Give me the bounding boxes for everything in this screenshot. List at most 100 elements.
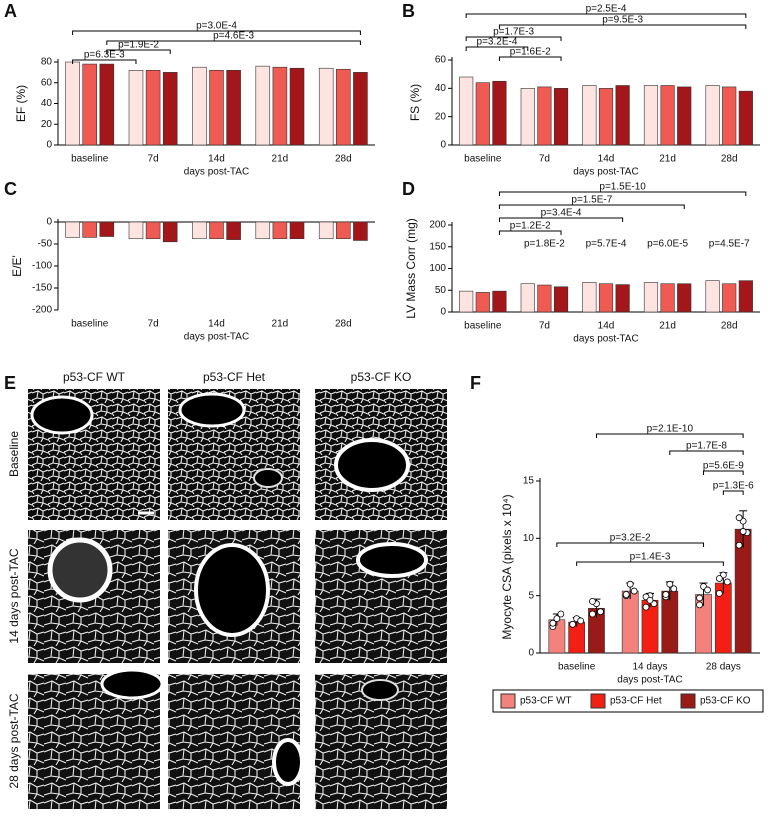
y-tick-label: 40 xyxy=(435,83,447,94)
data-point xyxy=(589,598,596,605)
data-point xyxy=(597,608,604,616)
bar xyxy=(82,63,97,146)
bar xyxy=(621,590,639,654)
x-tick-label: 7d xyxy=(148,154,159,165)
legend-swatch xyxy=(590,693,606,709)
data-point xyxy=(553,615,561,622)
y-tick-label: 20 xyxy=(41,119,53,130)
row-label: 14 days post-TAC xyxy=(7,548,21,643)
bar xyxy=(677,86,692,146)
data-point xyxy=(715,575,723,582)
bracket xyxy=(498,191,747,196)
bar xyxy=(336,68,351,146)
x-tick-label: 28d xyxy=(335,319,352,330)
p-value: p=1.7E-3 xyxy=(493,27,534,38)
bracket xyxy=(595,433,744,438)
bar xyxy=(537,284,552,313)
x-tick-label: 14d xyxy=(208,319,225,330)
y-tick-label: 60 xyxy=(435,55,447,66)
vessel xyxy=(194,543,270,637)
x-tick-label: baseline xyxy=(71,319,109,330)
x-tick-label: 21d xyxy=(659,154,676,165)
bar xyxy=(336,221,351,240)
x-tick-label: 28 days xyxy=(706,662,741,673)
x-tick-label: 28d xyxy=(335,154,352,165)
bar xyxy=(553,88,569,146)
panel-letter: A xyxy=(4,1,17,21)
data-point xyxy=(723,578,731,586)
x-tick-label: 7d xyxy=(539,321,550,332)
p-value: p=6.3E-3 xyxy=(84,50,125,61)
legend-swatch xyxy=(680,693,696,709)
bracket xyxy=(498,230,562,235)
bracket xyxy=(498,217,624,222)
bar xyxy=(318,221,334,240)
p-value: p=9.5E-3 xyxy=(602,15,643,26)
x-tick-label: 28d xyxy=(721,321,738,332)
data-point xyxy=(735,541,743,549)
bar xyxy=(272,221,288,240)
p-value: p=1.9E-2 xyxy=(118,40,159,51)
bar xyxy=(615,284,630,313)
bar xyxy=(705,85,720,146)
data-point xyxy=(626,580,634,588)
p-value: p=1.7E-8 xyxy=(686,441,727,452)
p-value: p=1.5E-7 xyxy=(571,195,612,206)
bar xyxy=(492,290,507,313)
bar xyxy=(598,283,614,313)
p-value: p=1.2E-2 xyxy=(510,221,551,232)
bar xyxy=(226,70,241,146)
bar xyxy=(722,283,737,313)
bar xyxy=(162,221,178,243)
p-value: p=1.3E-6 xyxy=(713,481,754,492)
y-tick-label: 60 xyxy=(41,77,53,88)
bar xyxy=(520,283,535,313)
data-point xyxy=(704,586,711,594)
bar xyxy=(255,221,271,240)
bar xyxy=(553,286,569,313)
p-value: p=3.2E-2 xyxy=(610,533,651,544)
bar xyxy=(353,72,368,146)
data-point xyxy=(577,617,585,625)
y-tick-label: 80 xyxy=(41,57,53,68)
x-axis-label: days post-TAC xyxy=(573,167,638,178)
legend-swatch xyxy=(500,693,516,709)
x-axis-label: days post-TAC xyxy=(617,675,682,686)
bar xyxy=(677,283,692,313)
p-value: p=3.4E-4 xyxy=(541,208,582,219)
bar xyxy=(537,86,552,146)
y-tick-label: 200 xyxy=(429,220,446,231)
p-value: p=1.8E-2 xyxy=(524,239,565,250)
bar xyxy=(643,282,659,313)
bar xyxy=(492,80,507,146)
data-point xyxy=(642,603,650,611)
vessel xyxy=(334,438,410,492)
bar xyxy=(615,85,630,146)
bar xyxy=(722,86,737,146)
data-point xyxy=(630,587,638,595)
y-tick-label: 100 xyxy=(429,263,446,274)
x-tick-label: baseline xyxy=(558,662,596,673)
p-value: p=3.0E-4 xyxy=(196,21,237,32)
bar xyxy=(643,85,659,146)
y-axis-label: FS (%) xyxy=(408,84,422,121)
bar xyxy=(459,76,474,146)
x-tick-label: 7d xyxy=(148,319,159,330)
x-tick-label: 14 days xyxy=(632,662,667,673)
bar xyxy=(582,282,597,313)
y-tick-label: -200 xyxy=(32,305,52,316)
data-point xyxy=(715,589,723,597)
y-tick-label: 0 xyxy=(440,307,446,318)
bracket xyxy=(465,36,562,41)
y-axis-label: EF (%) xyxy=(14,85,28,122)
data-point xyxy=(666,580,674,588)
p-value: p=1.6E-2 xyxy=(510,47,551,58)
bracket xyxy=(498,204,685,209)
vessel xyxy=(361,679,399,701)
p-value: p=5.6E-9 xyxy=(703,461,744,472)
data-point xyxy=(557,610,565,618)
bar xyxy=(65,61,80,146)
column-label: p53-CF KO xyxy=(351,370,412,384)
row-label: 28 days post-TAC xyxy=(7,693,21,788)
y-tick-label: 40 xyxy=(41,98,53,109)
